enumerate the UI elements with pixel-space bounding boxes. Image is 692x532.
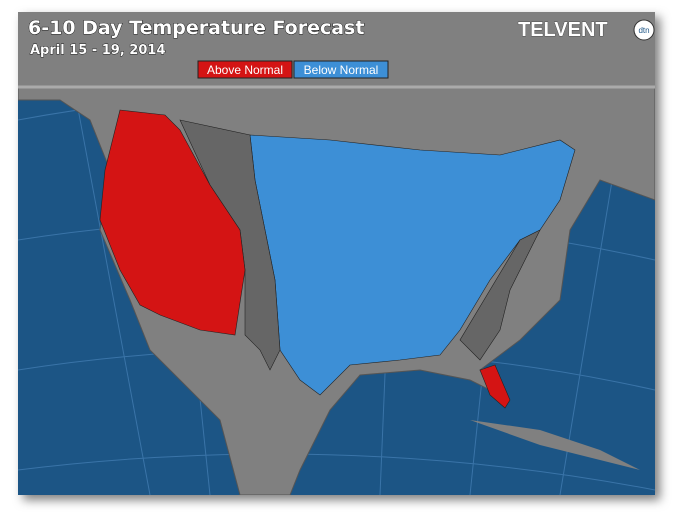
cuba — [470, 420, 640, 470]
legend-swatch — [197, 60, 293, 79]
legend-label: Below Normal — [304, 63, 379, 77]
brand-logo — [633, 19, 655, 41]
above-normal-region — [99, 109, 246, 336]
brand-name: TELVENT — [518, 19, 608, 41]
title: 6-10 Day Temperature Forecast — [28, 17, 364, 39]
legend-label: Above Normal — [207, 63, 283, 77]
legend: Above Normal Below Normal — [197, 60, 389, 79]
map: 6-10 Day Temperature Forecast April 15 -… — [18, 12, 655, 495]
above-normal-florida — [479, 364, 511, 409]
legend-swatch — [293, 60, 389, 79]
subtitle: April 15 - 19, 2014 — [30, 43, 166, 58]
brand-sub: dtn — [638, 26, 649, 35]
